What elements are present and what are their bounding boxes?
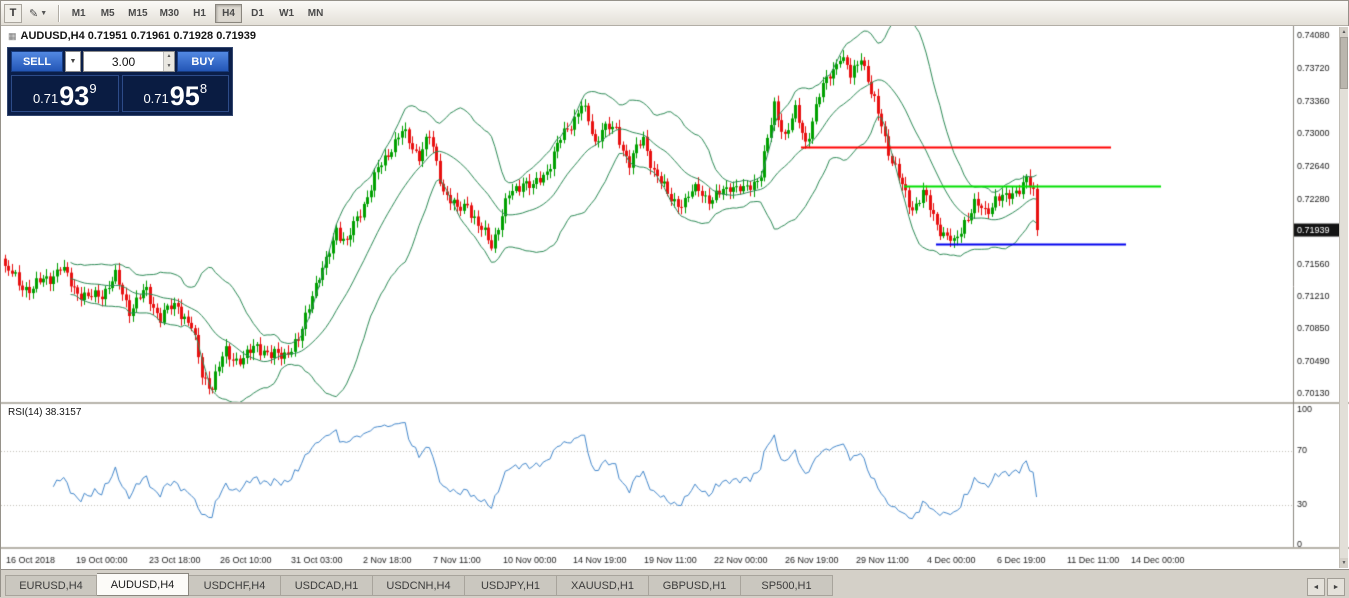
mini-chart-icon: ▦ [8,31,17,42]
timeframe-button-m15[interactable]: M15 [123,4,152,23]
tab-usdjpy-h1[interactable]: USDJPY,H1 [465,575,557,596]
objects-dropdown-button[interactable]: ✎ ▼ [24,4,52,23]
objects-icon: ✎ [29,7,38,20]
timeframe-button-w1[interactable]: W1 [273,4,300,23]
ask-price-display[interactable]: 0.71 95 8 [122,75,230,112]
tab-audusd-h4[interactable]: AUDUSD,H4 [97,573,189,596]
tab-usdcad-h1[interactable]: USDCAD,H1 [281,575,373,596]
stepper-down-button[interactable]: ▼ [164,62,174,72]
tab-scroll-arrows: ◄ ► [1307,578,1347,596]
tab-usdchf-h4[interactable]: USDCHF,H4 [189,575,281,596]
bid-prefix: 0.71 [33,91,58,106]
rsi-indicator-label: RSI(14) 38.3157 [8,407,81,418]
ask-pips: 95 [170,83,200,109]
lot-size-stepper: ▲ ▼ [163,52,174,71]
bid-point: 9 [89,81,96,96]
tab-usdcnh-h4[interactable]: USDCNH,H4 [373,575,465,596]
lot-size-field: ▲ ▼ [83,51,175,72]
chevron-down-icon: ▼ [40,10,47,17]
bid-price-display[interactable]: 0.71 93 9 [11,75,119,112]
scroll-down-button[interactable]: ▼ [1340,558,1348,568]
tab-scroll-right-button[interactable]: ► [1327,578,1345,596]
tab-gbpusd-h1[interactable]: GBPUSD,H1 [649,575,741,596]
tab-eurusd-h4[interactable]: EURUSD,H4 [5,575,97,596]
timeframe-toolbar: T ✎ ▼ M1 M5 M15 M30 H1 H4 D1 W1 MN [1,1,1348,26]
buy-button[interactable]: BUY [177,51,229,72]
toolbar-grip-button[interactable]: T [4,4,22,23]
lot-preset-dropdown-button[interactable]: ▼ [65,51,81,72]
timeframe-button-mn[interactable]: MN [302,4,329,23]
ask-point: 8 [200,81,207,96]
symbol-ohlc-header: ▦ AUDUSD,H4 0.71951 0.71961 0.71928 0.71… [8,30,256,42]
chart-area: ▦ AUDUSD,H4 0.71951 0.71961 0.71928 0.71… [1,26,1349,569]
scrollbar-thumb[interactable] [1340,37,1348,89]
timeframe-button-m30[interactable]: M30 [155,4,184,23]
scroll-up-button[interactable]: ▲ [1340,27,1348,37]
vertical-scrollbar[interactable]: ▲ ▼ [1339,27,1348,568]
toolbar-separator [58,5,59,22]
tab-scroll-left-button[interactable]: ◄ [1307,578,1325,596]
ask-prefix: 0.71 [143,91,168,106]
stepper-up-button[interactable]: ▲ [164,52,174,62]
timeframe-button-h4[interactable]: H4 [215,4,242,23]
timeframe-button-h1[interactable]: H1 [186,4,213,23]
sell-button[interactable]: SELL [11,51,63,72]
one-click-trading-widget: SELL ▼ ▲ ▼ BUY 0.71 93 9 [7,47,233,116]
bid-pips: 93 [59,83,89,109]
lot-size-input[interactable] [84,52,174,71]
symbol-ohlc-text: AUDUSD,H4 0.71951 0.71961 0.71928 0.7193… [21,30,256,42]
timeframe-button-m5[interactable]: M5 [94,4,121,23]
timeframe-button-m1[interactable]: M1 [65,4,92,23]
tab-xauusd-h1[interactable]: XAUUSD,H1 [557,575,649,596]
scrollbar-track[interactable] [1340,89,1348,558]
timeframe-button-d1[interactable]: D1 [244,4,271,23]
chart-tab-bar: EURUSD,H4 AUDUSD,H4 USDCHF,H4 USDCAD,H1 … [1,569,1349,598]
chevron-down-icon: ▼ [70,58,77,65]
tab-sp500-h1[interactable]: SP500,H1 [741,575,833,596]
